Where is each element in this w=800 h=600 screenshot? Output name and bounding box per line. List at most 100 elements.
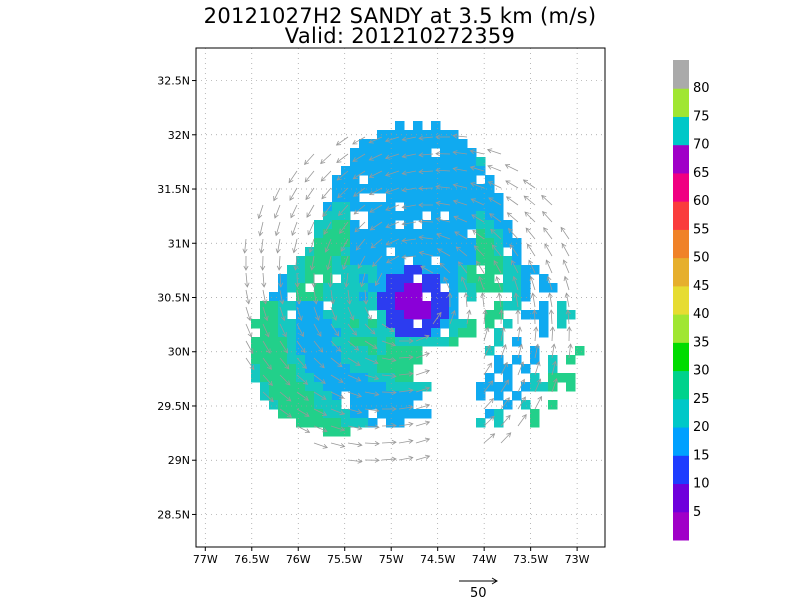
wind-vector <box>347 289 351 304</box>
wind-vector-head <box>435 184 441 190</box>
wind-vector <box>347 340 359 351</box>
wind-vector-head <box>385 240 391 246</box>
wind-cell <box>521 364 531 374</box>
wind-vector <box>330 442 345 447</box>
wind-cell <box>530 382 540 392</box>
wind-cell <box>323 373 333 383</box>
wind-vector-head <box>562 259 568 265</box>
wind-vector-head <box>490 228 496 234</box>
wind-vector-head <box>373 375 380 381</box>
wind-vector-head <box>373 359 379 365</box>
wind-cell <box>386 193 396 203</box>
wind-cell <box>260 319 270 329</box>
wind-cell <box>431 301 441 311</box>
wind-vector <box>361 272 366 287</box>
wind-cell <box>368 364 378 374</box>
wind-cell <box>377 391 387 401</box>
wind-vector-head <box>543 227 549 233</box>
wind-cell <box>449 247 459 257</box>
wind-vector <box>419 236 434 240</box>
wind-vector <box>337 187 349 198</box>
wind-vector <box>415 352 430 359</box>
wind-cell <box>440 220 450 230</box>
wind-cell <box>494 229 504 239</box>
wind-vector <box>313 374 326 384</box>
wind-vector-head <box>307 230 313 236</box>
wind-vector <box>530 276 536 291</box>
wind-vector-head <box>244 282 250 288</box>
wind-cell <box>494 337 504 347</box>
wind-cell <box>476 229 486 239</box>
wind-cell <box>305 274 315 284</box>
wind-vector <box>245 272 248 287</box>
wind-cell <box>377 265 387 275</box>
wind-cell <box>413 238 423 248</box>
wind-cell <box>413 157 423 167</box>
colorbar-swatch <box>673 201 689 230</box>
colorbar-label: 80 <box>693 81 710 96</box>
wind-cell <box>260 301 270 311</box>
wind-vector <box>347 391 362 397</box>
wind-vector-head <box>243 265 249 271</box>
wind-cell <box>332 256 342 266</box>
wind-cell <box>467 166 477 176</box>
wind-cell <box>476 418 486 428</box>
wind-vector-head <box>306 212 312 218</box>
wind-cell <box>296 373 306 383</box>
wind-cell <box>476 274 486 284</box>
wind-vector <box>262 391 274 402</box>
wind-cell <box>296 382 306 392</box>
wind-cell <box>386 184 396 194</box>
wind-cell <box>305 319 315 329</box>
wind-cell <box>359 139 369 149</box>
wind-vector-head <box>452 133 458 139</box>
wind-vector <box>453 216 468 223</box>
wind-cell <box>341 418 351 428</box>
wind-cell <box>350 247 360 257</box>
wind-cell <box>404 157 414 167</box>
wind-vector <box>528 260 536 274</box>
wind-vector-head <box>258 231 264 237</box>
wind-cell <box>404 274 414 284</box>
wind-cell <box>395 121 405 131</box>
wind-vector-head <box>275 248 281 254</box>
wind-vector-head <box>353 209 359 215</box>
wind-cell <box>278 400 288 410</box>
wind-vector <box>352 136 366 145</box>
wind-vector <box>551 326 554 342</box>
wind-cell <box>251 319 261 329</box>
wind-cell <box>341 373 351 383</box>
wind-cell <box>359 418 369 428</box>
wind-vector <box>517 414 527 427</box>
wind-vector-head <box>437 248 443 254</box>
wind-cell <box>278 391 288 401</box>
wind-cell <box>296 283 306 293</box>
wind-vector <box>488 197 502 206</box>
wind-cell <box>440 193 450 203</box>
wind-cell <box>332 418 342 428</box>
wind-cell <box>350 382 360 392</box>
wind-cell <box>323 256 333 266</box>
wind-vector <box>313 289 317 304</box>
wind-vector-head <box>303 395 309 401</box>
wind-vector-head <box>505 180 511 186</box>
wind-cell <box>485 211 495 221</box>
wind-cell <box>350 274 360 284</box>
wind-cell <box>332 373 342 383</box>
wind-cell <box>305 256 315 266</box>
wind-cell <box>278 337 288 347</box>
wind-vector <box>325 238 332 253</box>
wind-cell <box>395 256 405 266</box>
wind-vector-head <box>323 229 329 235</box>
wind-vector-head <box>515 309 521 315</box>
wind-vector-head <box>528 259 533 265</box>
wind-cell <box>341 292 351 302</box>
wind-cell <box>395 139 405 149</box>
wind-vector-head <box>435 134 441 140</box>
wind-cell <box>296 301 306 311</box>
wind-cell <box>530 418 540 428</box>
wind-cell <box>449 166 459 176</box>
wind-vector <box>419 136 434 139</box>
wind-cell <box>440 265 450 275</box>
wind-vector <box>471 198 485 206</box>
